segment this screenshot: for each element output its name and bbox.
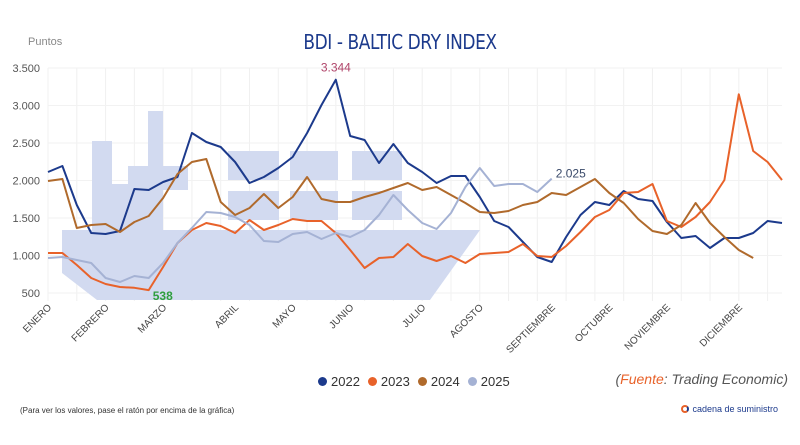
x-tick-label: ENERO <box>21 302 54 335</box>
brand-name: cadena de suministro <box>692 404 778 414</box>
legend-item-2022[interactable]: 2022 <box>318 374 360 389</box>
x-tick-label: OCTUBRE <box>573 302 616 345</box>
ship-hull <box>62 230 480 300</box>
x-tick-label: FEBRERO <box>70 302 112 344</box>
ship-mast <box>128 166 148 230</box>
brand-logo: cadena de suministro <box>681 404 778 414</box>
x-axis: ENERO FEBRERO MARZO ABRIL MAYO JUNIO JULIO AGOS… <box>21 302 745 356</box>
chart-title: BDI - BALTIC DRY INDEX <box>303 30 497 54</box>
legend-item-2025[interactable]: 2025 <box>467 374 510 389</box>
legend-label: 2023 <box>380 374 410 389</box>
x-tick-label: MARZO <box>136 302 169 335</box>
brand-icon <box>681 405 690 413</box>
source-text: : Trading Economic) <box>663 371 788 387</box>
data-label-2022: 3.344 <box>321 61 351 75</box>
source-prefix: ( <box>615 371 621 387</box>
y-tick-label: 3.500 <box>12 63 40 75</box>
y-axis-label: Puntos <box>28 36 63 48</box>
legend-dot-icon <box>417 377 427 386</box>
y-tick-label: 500 <box>22 288 40 300</box>
series-line-2022 <box>47 78 783 263</box>
x-tick-label: NOVIEMBRE <box>623 302 673 352</box>
y-tick-label: 1.000 <box>12 251 40 263</box>
series-line-2025 <box>47 167 553 283</box>
data-label-2025: 2.025 <box>556 167 586 181</box>
series-line-2023 <box>48 93 783 292</box>
series-line-2024 <box>47 158 754 259</box>
y-tick-label: 1.500 <box>12 213 40 225</box>
x-tick-label: DICIEMBRE <box>698 302 745 349</box>
x-tick-label: ABRIL <box>213 302 242 331</box>
series-lines <box>47 78 783 292</box>
data-label-2023: 538 <box>153 289 173 303</box>
annotations: 3.344 538 2.025 <box>153 61 586 303</box>
x-tick-label: MAYO <box>271 302 299 330</box>
ship-container <box>228 151 279 180</box>
legend-label: 2025 <box>480 374 510 389</box>
legend: 2022 2023 2024 2025 <box>318 374 510 389</box>
legend-dot-icon <box>467 377 477 386</box>
ship-container <box>290 151 338 180</box>
y-axis: 500 1.000 1.500 2.000 2.500 3.000 3.500 <box>12 63 40 300</box>
ship-mast <box>92 141 112 230</box>
y-tick-label: 3.000 <box>12 101 40 113</box>
legend-label: 2024 <box>430 374 460 389</box>
legend-label: 2022 <box>331 374 360 389</box>
ship-mast <box>112 184 128 230</box>
ship-silhouette <box>62 111 480 300</box>
legend-dot-icon <box>318 377 327 386</box>
y-tick-label: 2.000 <box>12 176 40 188</box>
x-tick-label: AGOSTO <box>448 302 486 340</box>
ship-mast <box>148 111 163 230</box>
y-tick-label: 2.500 <box>12 138 40 150</box>
ship-container <box>352 151 402 180</box>
legend-dot-icon <box>367 377 377 386</box>
x-tick-label: JUNIO <box>327 302 356 331</box>
x-tick-label: SEPTIEMBRE <box>504 302 558 356</box>
hover-note: (Para ver los valores, pase el ratón por… <box>20 406 235 415</box>
x-tick-label: JULIO <box>400 302 428 330</box>
source-credit: (Fuente: Trading Economic) <box>616 371 789 387</box>
legend-item-2024[interactable]: 2024 <box>417 374 460 389</box>
legend-item-2023[interactable]: 2023 <box>367 374 410 389</box>
ship-container <box>290 191 338 220</box>
source-label: Fuente <box>620 371 664 387</box>
